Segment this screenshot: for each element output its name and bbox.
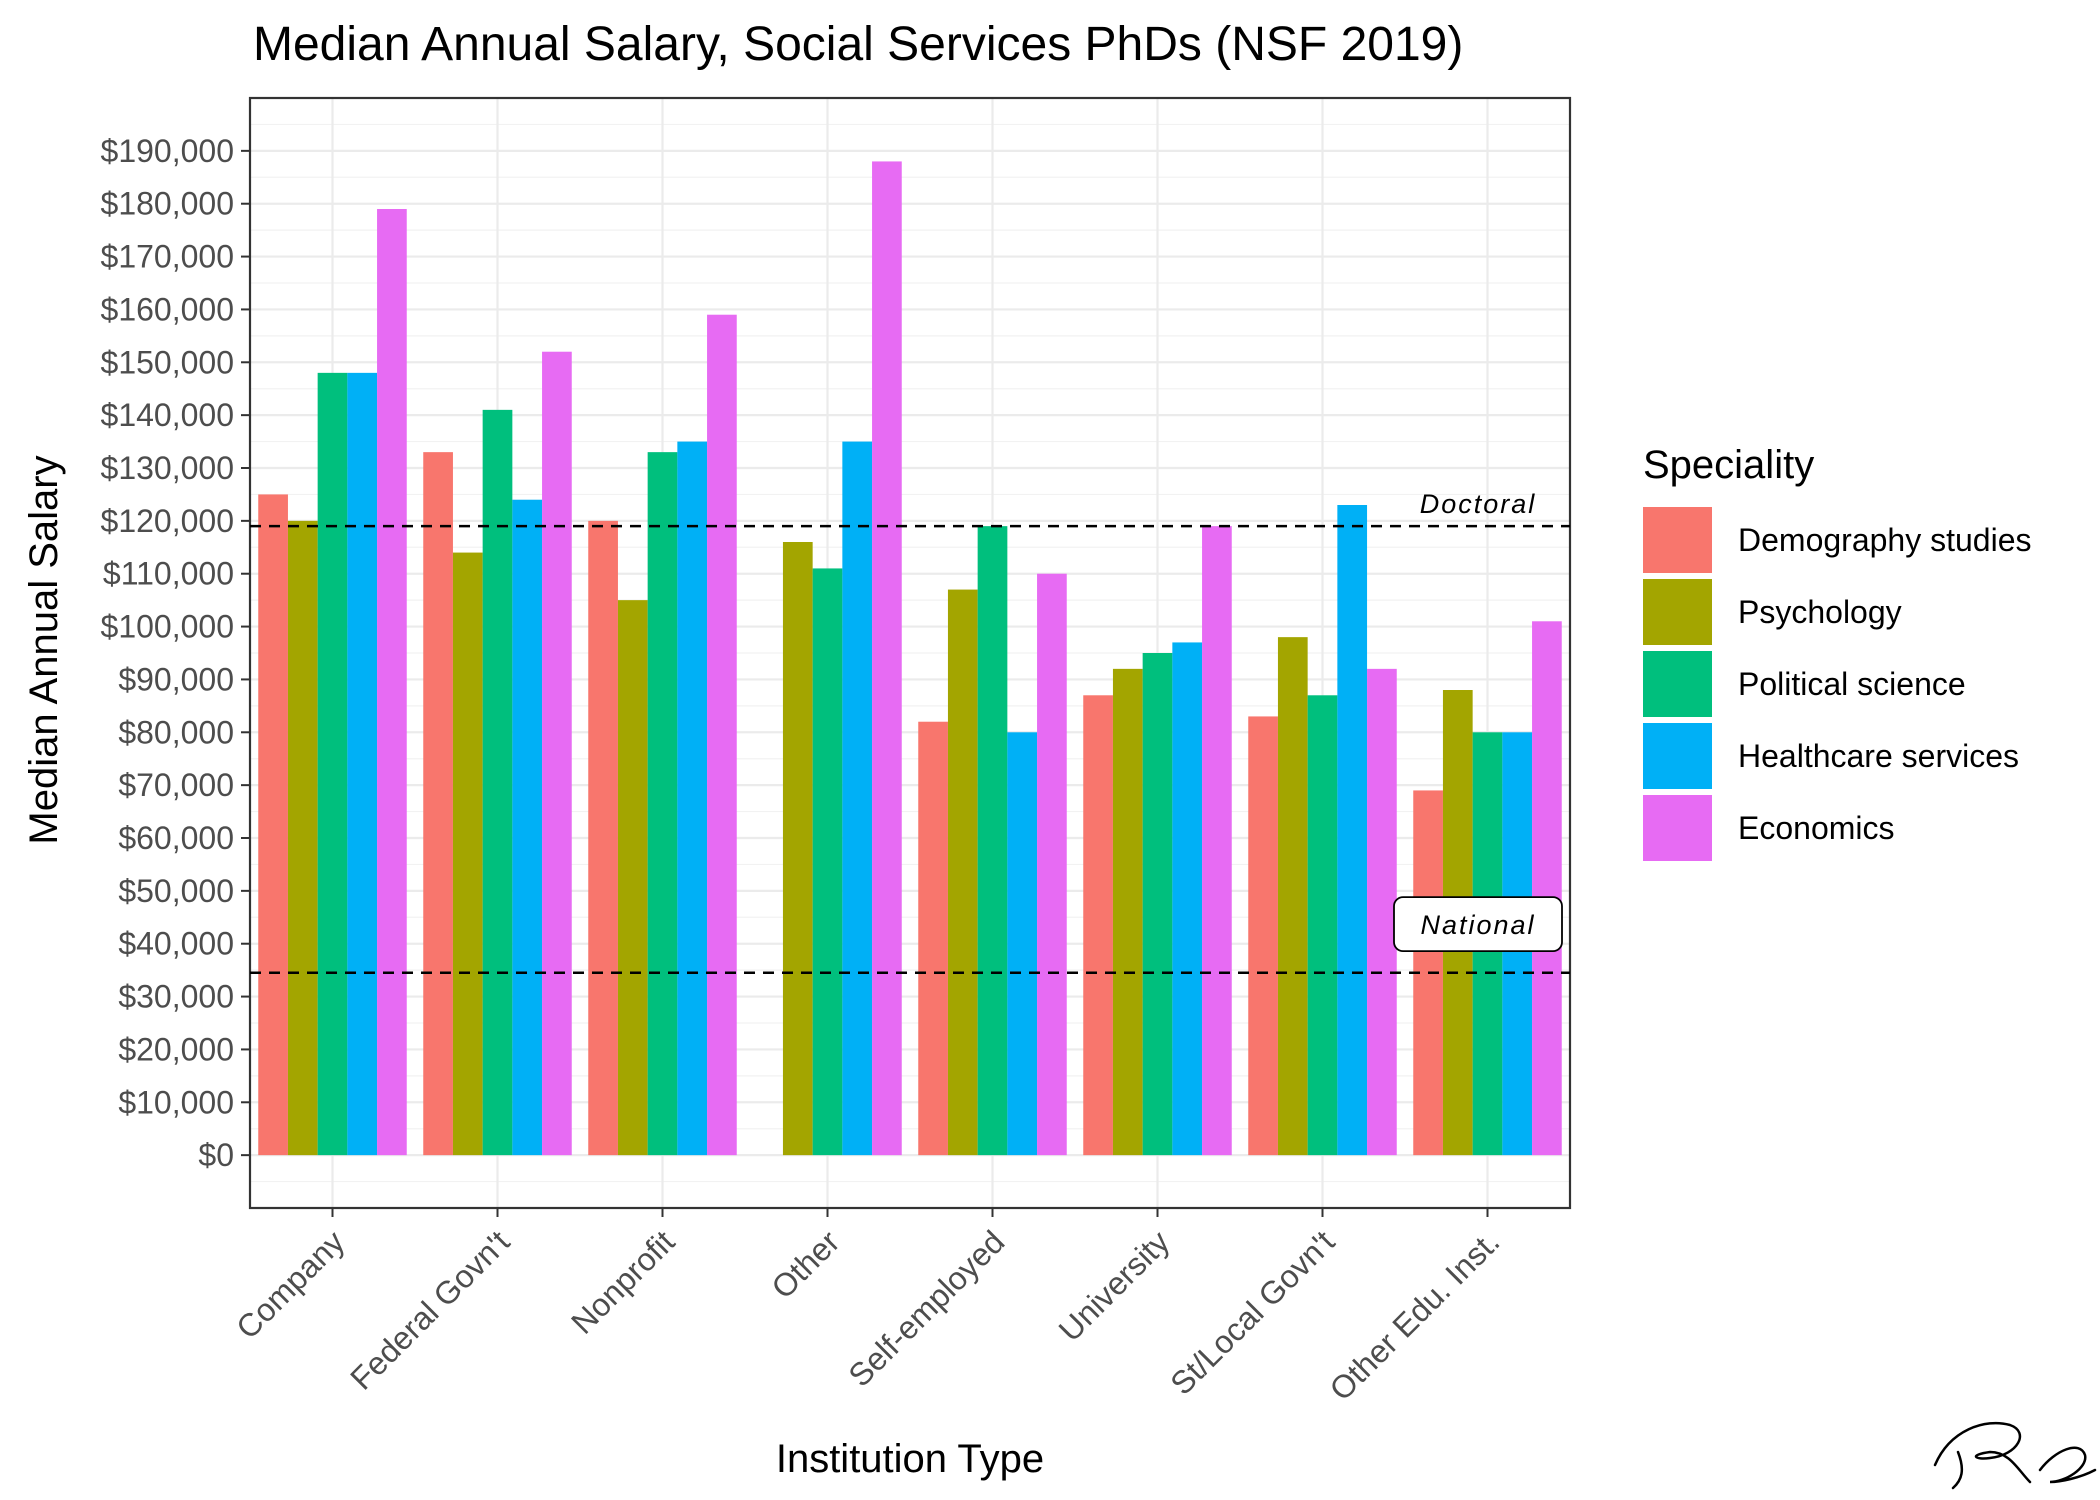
bar (1202, 526, 1232, 1156)
legend-label: Political science (1738, 666, 1966, 702)
bar (707, 314, 737, 1156)
y-tick-label: $50,000 (118, 873, 234, 909)
bar (1337, 505, 1368, 1156)
bar (977, 526, 1008, 1156)
y-tick-label: $110,000 (103, 556, 234, 592)
x-tick-label: Other (764, 1223, 846, 1305)
legend-key (1643, 579, 1712, 645)
y-tick-label: $120,000 (101, 503, 234, 539)
bar (617, 600, 648, 1156)
bar (512, 499, 543, 1156)
bar (1277, 637, 1308, 1156)
y-tick-label: $180,000 (101, 186, 234, 222)
y-tick-label: $90,000 (118, 661, 234, 697)
bar (347, 372, 378, 1156)
bar (482, 409, 513, 1156)
y-axis: $0 $10,000 $20,000 $30,000 $40,000 $50,000 $60… (101, 133, 250, 1173)
x-tick-label: St/Local Govn't (1163, 1223, 1341, 1401)
bar (258, 494, 288, 1156)
bar (1248, 716, 1278, 1156)
signature-mark (1933, 1421, 2097, 1490)
legend-label: Economics (1738, 810, 1895, 846)
bar (677, 441, 708, 1156)
bar (1112, 668, 1143, 1156)
legend-title: Speciality (1643, 443, 1814, 487)
bar (647, 452, 678, 1156)
bar (812, 568, 843, 1156)
y-tick-label: $80,000 (118, 714, 234, 750)
y-tick-label: $30,000 (118, 979, 234, 1015)
legend-key (1643, 795, 1712, 861)
x-tick-label: Federal Govn't (343, 1223, 516, 1396)
plot-panel (248, 96, 1572, 1210)
bar (1532, 621, 1562, 1156)
bar (423, 452, 453, 1156)
bar (542, 351, 572, 1156)
reference-label: National (1420, 910, 1535, 940)
bar (872, 161, 902, 1156)
legend-label: Psychology (1738, 594, 1902, 630)
x-axis-title: Institution Type (776, 1437, 1044, 1481)
y-tick-label: $100,000 (101, 609, 234, 645)
y-axis-title: Median Annual Salary (22, 455, 66, 844)
x-tick-label: Nonprofit (564, 1223, 681, 1340)
legend-key (1643, 651, 1712, 717)
bar (287, 520, 318, 1156)
bar (782, 542, 813, 1156)
bar (947, 589, 978, 1156)
bar (1367, 668, 1397, 1156)
bar (1172, 642, 1203, 1156)
legend: Speciality Demography studies Psychology P… (1643, 443, 2031, 861)
bar (1083, 695, 1113, 1156)
bar (377, 209, 407, 1156)
bar (1142, 653, 1173, 1156)
bar (588, 520, 618, 1156)
legend-key (1643, 507, 1712, 573)
bar (452, 552, 483, 1156)
y-tick-label: $130,000 (101, 450, 234, 486)
y-tick-label: $190,000 (101, 133, 234, 169)
bar (918, 721, 948, 1156)
y-tick-label: $60,000 (118, 820, 234, 856)
y-tick-label: $170,000 (101, 239, 234, 275)
reference-label-box (1393, 896, 1563, 953)
bar (1007, 732, 1038, 1156)
x-tick-label: Other Edu. Inst. (1323, 1223, 1507, 1407)
y-tick-label: $150,000 (101, 344, 234, 380)
reference-label: Doctoral (1420, 489, 1537, 519)
x-tick-label: Company (229, 1223, 351, 1345)
bar (1307, 695, 1338, 1156)
bar (1037, 573, 1067, 1156)
x-tick-label: Self-employed (841, 1223, 1011, 1393)
bar (317, 372, 348, 1156)
y-tick-label: $20,000 (118, 1031, 234, 1067)
legend-key (1643, 723, 1712, 789)
y-tick-label: $0 (198, 1137, 234, 1173)
legend-label: Demography studies (1738, 522, 2031, 558)
reference-lines: Doctoral National (250, 489, 1570, 975)
y-tick-label: $160,000 (101, 291, 234, 327)
panel-border (248, 96, 1572, 1210)
y-tick-label: $40,000 (118, 926, 234, 962)
y-tick-label: $10,000 (118, 1084, 234, 1120)
y-tick-label: $70,000 (118, 767, 234, 803)
legend-label: Healthcare services (1738, 738, 2019, 774)
chart-title: Median Annual Salary, Social Services Ph… (253, 18, 1463, 71)
y-tick-label: $140,000 (101, 397, 234, 433)
bar (842, 441, 873, 1156)
x-tick-label: University (1052, 1223, 1177, 1348)
